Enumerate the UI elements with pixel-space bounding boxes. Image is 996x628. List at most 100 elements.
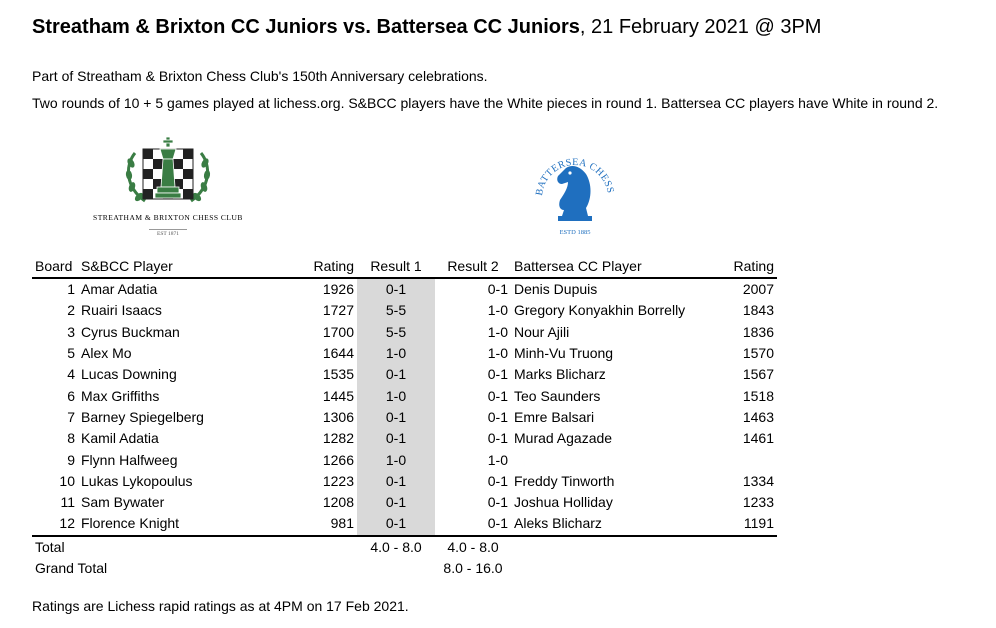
battersea-player-rating: 1843	[742, 302, 774, 319]
sbcc-player-rating: 1644	[322, 345, 354, 362]
board-number: 1	[67, 281, 75, 298]
battersea-player-rating: 1461	[742, 430, 774, 447]
result-1: 1-0	[357, 385, 435, 407]
sbcc-player-name: Sam Bywater	[81, 494, 165, 511]
sbcc-player-rating: 1223	[322, 472, 354, 489]
battersea-player-name: Aleks Blicharz	[511, 513, 723, 537]
total-result-2: 4.0 - 8.0	[447, 538, 499, 555]
intro-line-1: Part of Streatham & Brixton Chess Club's…	[32, 68, 488, 84]
result-2: 0-1	[435, 513, 511, 537]
battersea-player-rating: 2007	[742, 281, 774, 298]
battersea-player-rating: 1191	[723, 513, 777, 537]
table-row: 8 Kamil Adatia 1282 0-1 0-1 Murad Agazade 1461	[32, 428, 777, 450]
table-row: 4 Lucas Downing 1535 0-1 0-1 Marks Blicharz 15…	[32, 364, 777, 386]
header-sbcc-rating: Rating	[303, 256, 357, 279]
table-row: 2 Ruairi Isaacs 1727 5-5 1-0 Gregory Konyakhi…	[32, 300, 777, 322]
result-2: 0-1	[487, 472, 508, 489]
sbcc-player-name: Ruairi Isaacs	[81, 302, 162, 319]
table-row: 11 Sam Bywater 1208 0-1 0-1 Joshua Holliday 12…	[32, 491, 777, 514]
result-2: 1-0	[487, 302, 508, 319]
battersea-player-name: Joshua Holliday	[514, 494, 613, 511]
battersea-player-name: Emre Balsari	[514, 408, 595, 425]
sbcc-player-name: Amar Adatia	[81, 281, 158, 298]
result-1: 0-1	[357, 428, 435, 450]
table-row: 3 Cyrus Buckman 1700 5-5 1-0 Nour Ajili 1836	[32, 321, 777, 343]
battersea-player-rating: 1570	[742, 345, 774, 362]
result-1: 0-1	[357, 470, 435, 492]
sbcc-player-rating: 1926	[322, 281, 354, 298]
sbcc-player-rating: 1208	[322, 494, 354, 511]
sbcc-player-name: Alex Mo	[81, 345, 132, 362]
battersea-player-name: Minh-Vu Truong	[514, 345, 614, 362]
board-number: 7	[67, 408, 75, 425]
sbcc-player-name: Kamil Adatia	[81, 430, 159, 447]
total-row: Total 4.0 - 8.0 4.0 - 8.0	[32, 536, 777, 558]
battersea-player-name: Freddy Tinworth	[514, 472, 615, 489]
board-number: 8	[67, 430, 75, 447]
result-2: 1-0	[487, 345, 508, 362]
results-table: Board S&BCC Player Rating Result 1 Resul…	[32, 256, 777, 579]
sbcc-player-name: Max Griffiths	[81, 387, 160, 404]
battersea-player-rating: 1567	[742, 366, 774, 383]
battersea-player-name: Teo Saunders	[514, 387, 601, 404]
battersea-player-name: Nour Ajili	[514, 323, 570, 340]
sbcc-player-rating: 1266	[322, 451, 354, 468]
board-number: 5	[67, 345, 75, 362]
grand-total-value: 8.0 - 16.0	[443, 560, 503, 576]
sbcc-player-rating: 981	[303, 513, 357, 537]
result-2: 0-1	[487, 430, 508, 447]
header-result-1: Result 1	[357, 256, 435, 279]
header-battersea-player: Battersea CC Player	[511, 256, 723, 279]
title-date: , 21 February 2021 @ 3PM	[579, 16, 822, 38]
sbcc-player-rating: 1535	[322, 366, 354, 383]
board-number: 9	[67, 451, 75, 468]
table-row: 5 Alex Mo 1644 1-0 1-0 Minh-Vu Truong 1570	[32, 342, 777, 365]
title-teams: Streatham & Brixton CC Juniors vs. Batte…	[32, 16, 580, 38]
svg-text:ESTD 1885: ESTD 1885	[560, 229, 591, 236]
board-number: 2	[67, 302, 75, 319]
sbcc-player-name: Flynn Halfweeg	[81, 451, 178, 468]
header-battersea-rating: Rating	[723, 256, 777, 279]
sbcc-player-name: Florence Knight	[78, 513, 303, 537]
battersea-player-name: Denis Dupuis	[514, 281, 598, 298]
result-2: 1-0	[487, 323, 508, 340]
header-result-2: Result 2	[435, 256, 511, 279]
sbcc-logo: STREATHAM & BRIXTON CHESS CLUB EST 1871	[82, 135, 254, 240]
result-2: 0-1	[487, 408, 508, 425]
page-title: Streatham & Brixton CC Juniors vs. Batte…	[32, 16, 821, 39]
battersea-player-name: Murad Agazade	[514, 430, 613, 447]
table-row: 9 Flynn Halfweeg 1266 1-0 1-0	[32, 449, 777, 471]
header-sbcc-player: S&BCC Player	[78, 256, 303, 279]
result-1: 0-1	[357, 278, 435, 301]
footnote: Ratings are Lichess rapid ratings as at …	[32, 598, 409, 614]
intro-line-2: Two rounds of 10 + 5 games played at lic…	[32, 95, 939, 111]
header-board: Board	[32, 256, 78, 279]
battersea-player-rating: 1233	[742, 494, 774, 511]
table-row: 12 Florence Knight 981 0-1 0-1 Aleks Blicharz…	[32, 513, 777, 537]
sbcc-player-name: Lucas Downing	[81, 366, 177, 383]
total-result-1: 4.0 - 8.0	[370, 538, 422, 555]
sbcc-player-rating: 1727	[322, 302, 354, 319]
board-number: 4	[67, 366, 75, 383]
table-row: 6 Max Griffiths 1445 1-0 0-1 Teo Saunders 1518	[32, 385, 777, 407]
chessboard-king-icon	[125, 136, 211, 203]
battersea-player-rating: 1518	[742, 387, 774, 404]
battersea-player-name: Marks Blicharz	[514, 366, 606, 383]
board-number: 3	[67, 323, 75, 340]
result-1: 5-5	[357, 321, 435, 343]
battersea-player-rating: 1463	[742, 408, 774, 425]
result-1: 0-1	[357, 491, 435, 514]
table-row: 7 Barney Spiegelberg 1306 0-1 0-1 Emre Balsar…	[32, 406, 777, 429]
table-header-row: Board S&BCC Player Rating Result 1 Resul…	[32, 256, 777, 279]
sbcc-player-rating: 1445	[322, 387, 354, 404]
board-number: 10	[59, 472, 75, 489]
sbcc-player-rating: 1306	[322, 408, 354, 425]
result-1: 1-0	[357, 342, 435, 365]
board-number: 11	[60, 494, 75, 511]
grand-total-row: Grand Total 8.0 - 16.0	[32, 558, 777, 579]
sbcc-player-name: Lukas Lykopoulus	[81, 472, 193, 489]
battersea-player-rating	[723, 449, 777, 470]
result-2: 1-0	[487, 451, 508, 468]
sbcc-player-rating: 1282	[322, 430, 354, 447]
table-row: 1 Amar Adatia 1926 0-1 0-1 Denis Dupuis 2007	[32, 278, 777, 301]
